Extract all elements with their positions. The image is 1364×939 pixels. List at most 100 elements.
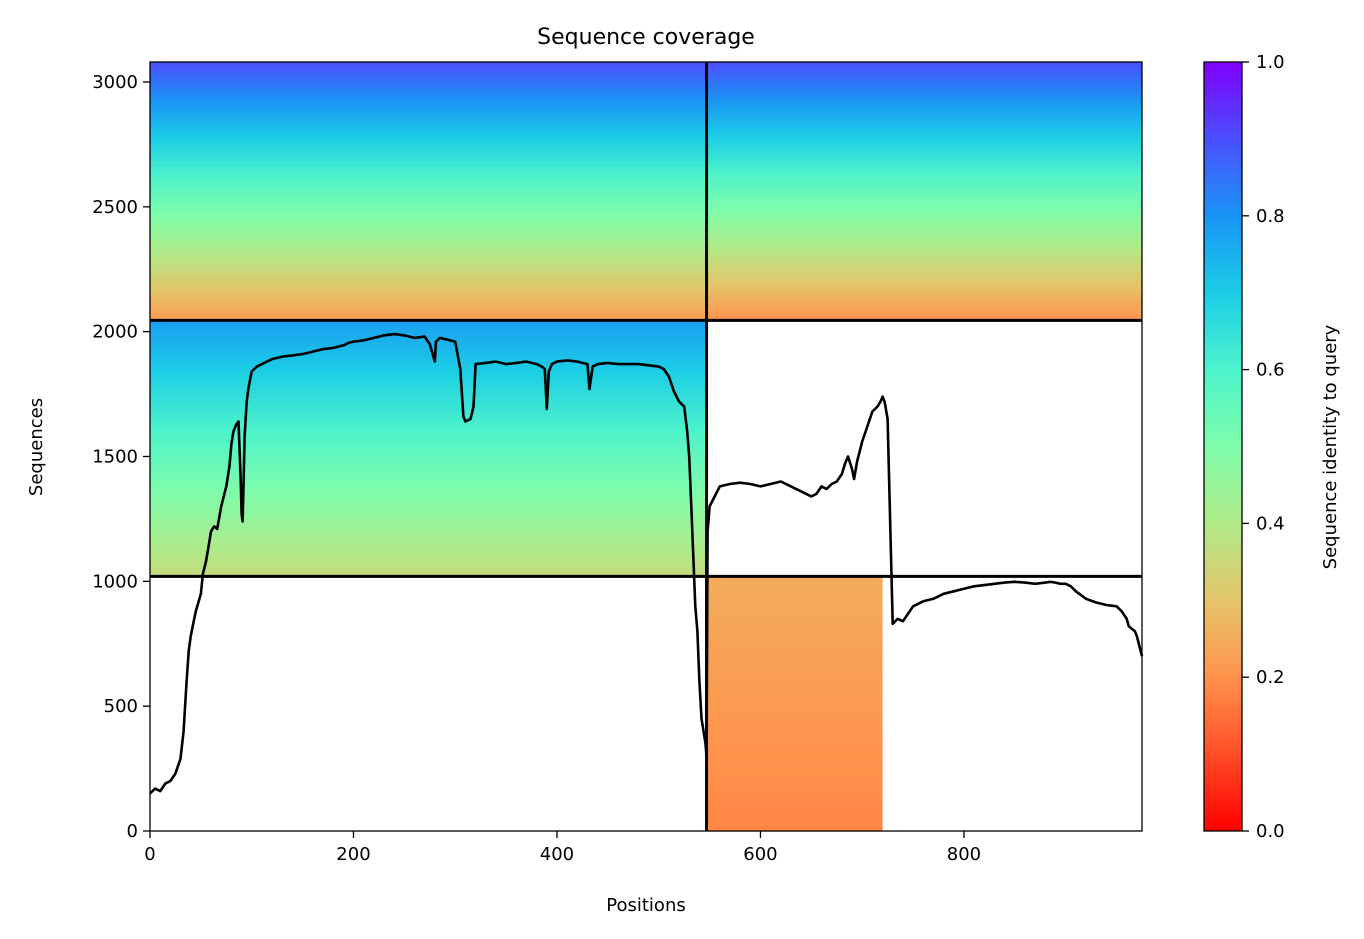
y-tick-label: 2500 xyxy=(92,197,138,218)
heatmap-band xyxy=(150,427,707,432)
heatmap-band xyxy=(706,580,883,586)
heatmap-band xyxy=(706,191,1142,197)
heatmap-band xyxy=(706,268,1142,274)
chart-title: Sequence coverage xyxy=(537,25,755,50)
heatmap-band xyxy=(706,767,883,773)
heatmap-band xyxy=(706,631,883,637)
heatmap-band xyxy=(706,96,1142,102)
colorbar-tick-label: 0.8 xyxy=(1256,206,1285,227)
heatmap-band xyxy=(150,182,707,188)
heatmap-band xyxy=(150,225,707,231)
heatmap-band xyxy=(150,195,707,201)
heatmap-band xyxy=(706,750,883,756)
heatmap-band xyxy=(706,79,1142,85)
heatmap-band xyxy=(706,818,883,824)
heatmap-band xyxy=(150,221,707,227)
heatmap-band xyxy=(150,139,707,145)
heatmap-band xyxy=(706,690,883,696)
heatmap-band xyxy=(706,113,1142,119)
heatmap-band xyxy=(706,589,883,594)
heatmap-band xyxy=(706,801,883,807)
heatmap-band xyxy=(706,614,883,620)
heatmap-band xyxy=(150,307,707,313)
heatmap-band xyxy=(706,165,1142,171)
heatmap-band xyxy=(706,606,883,611)
heatmap-band xyxy=(706,109,1142,115)
heatmap-band xyxy=(150,567,707,573)
heatmap-band xyxy=(150,242,707,248)
heatmap-band xyxy=(150,165,707,171)
heatmap-band xyxy=(706,217,1142,222)
colorbar-tick-label: 0.2 xyxy=(1256,667,1285,688)
heatmap-band xyxy=(150,199,707,205)
heatmap-band xyxy=(150,473,707,479)
heatmap-block xyxy=(150,62,707,322)
heatmap-band xyxy=(150,555,707,560)
heatmap-band xyxy=(706,264,1142,270)
y-tick-label: 2000 xyxy=(92,322,138,343)
heatmap-band xyxy=(706,584,883,590)
heatmap-band xyxy=(150,542,707,548)
y-axis-label: Sequences xyxy=(26,398,47,496)
heatmap-band xyxy=(150,397,707,403)
heatmap-band xyxy=(150,294,707,300)
heatmap-band xyxy=(706,66,1142,72)
heatmap-band xyxy=(150,465,707,471)
heatmap-band xyxy=(150,204,707,210)
heatmap-band xyxy=(150,126,707,132)
heatmap-band xyxy=(706,294,1142,300)
heatmap-band xyxy=(706,247,1142,253)
heatmap-band xyxy=(150,281,707,287)
heatmap-band xyxy=(150,303,707,309)
heatmap-band xyxy=(150,311,707,317)
heatmap-band xyxy=(150,66,707,72)
heatmap-band xyxy=(706,143,1142,149)
heatmap-band xyxy=(706,656,883,662)
heatmap-band xyxy=(706,62,1142,67)
heatmap-band xyxy=(150,100,707,106)
plot-frame xyxy=(149,61,1143,832)
plot-area xyxy=(149,61,1144,832)
heatmap-band xyxy=(706,618,883,624)
heatmap-band xyxy=(150,255,707,261)
heatmap-band xyxy=(150,238,707,244)
heatmap-band xyxy=(706,173,1142,179)
colorbar-label: Sequence identity to query xyxy=(1320,324,1341,569)
heatmap-band xyxy=(150,62,707,67)
heatmap-band xyxy=(706,576,883,582)
heatmap-band xyxy=(706,822,883,828)
heatmap-band xyxy=(706,307,1142,313)
heatmap-band xyxy=(706,703,883,709)
heatmap-band xyxy=(706,117,1142,123)
heatmap-band xyxy=(150,414,707,420)
heatmap-band xyxy=(150,388,707,394)
colorbar-gradient xyxy=(1203,61,1243,832)
heatmap-band xyxy=(706,182,1142,188)
heatmap-band xyxy=(706,669,883,675)
heatmap-band xyxy=(706,775,883,781)
heatmap-band xyxy=(706,741,883,747)
heatmap-band xyxy=(150,392,707,398)
heatmap-band xyxy=(706,652,883,658)
coverage-line xyxy=(149,332,1144,795)
heatmap-band xyxy=(706,277,1142,283)
heatmap-band xyxy=(706,809,883,815)
heatmap-band xyxy=(706,148,1142,154)
heatmap-band xyxy=(150,380,707,385)
heatmap-band xyxy=(706,648,883,654)
y-tick-label: 3000 xyxy=(92,72,138,93)
heatmap-band xyxy=(706,260,1142,266)
heatmap-band xyxy=(706,311,1142,317)
heatmap-band xyxy=(150,208,707,214)
heatmap-band xyxy=(150,148,707,154)
heatmap-band xyxy=(706,678,883,684)
heatmap-band xyxy=(706,792,883,798)
heatmap-band xyxy=(150,448,707,454)
heatmap-band xyxy=(706,780,883,785)
heatmap-band xyxy=(150,401,707,407)
heatmap-band xyxy=(150,461,707,467)
heatmap-band xyxy=(706,161,1142,166)
heatmap-band xyxy=(150,456,707,462)
heatmap-band xyxy=(150,537,707,543)
heatmap-band xyxy=(706,212,1142,218)
